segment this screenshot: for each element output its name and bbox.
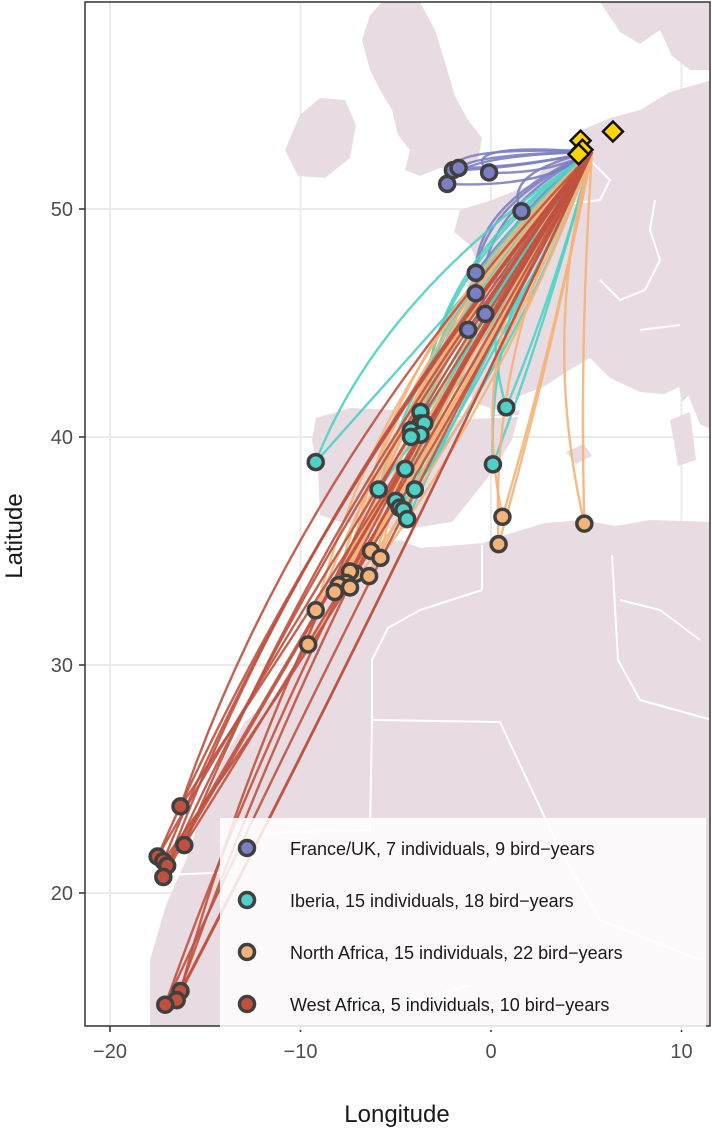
y-tick-label: 30 (51, 655, 73, 677)
breeding-site-point (601, 119, 625, 144)
wintering-site-point (458, 320, 478, 340)
legend-label: Iberia, 15 individuals, 18 bird−years (290, 891, 574, 911)
wintering-site-point (306, 601, 325, 620)
legend-label: West Africa, 5 individuals, 10 bird−year… (290, 995, 609, 1015)
land-sardinia (670, 412, 696, 466)
wintering-site-point (396, 459, 415, 479)
wintering-site-point (359, 566, 379, 586)
track-line (497, 151, 594, 545)
wintering-site-point (397, 509, 417, 529)
wintering-site-point (405, 480, 425, 499)
wintering-site-point (476, 304, 495, 324)
wintering-site-point (483, 455, 503, 474)
wintering-site-point (175, 835, 194, 855)
breeding-markers (566, 119, 625, 167)
site-markers (148, 158, 594, 1014)
wintering-site-point (489, 534, 508, 554)
wintering-site-point (512, 202, 531, 221)
wintering-site-point (466, 263, 486, 283)
x-tick-label: 0 (485, 1041, 496, 1063)
wintering-site-point (155, 995, 175, 1014)
legend-label: North Africa, 15 individuals, 22 bird−ye… (290, 943, 623, 963)
wintering-site-point (325, 582, 345, 602)
axes: −20 −10 0 10 20 30 40 50 (51, 199, 693, 1063)
x-tick-label: −10 (284, 1041, 318, 1063)
legend-box (220, 818, 706, 1030)
track-line (183, 151, 593, 846)
land-great-britain (362, 2, 482, 176)
legend: France/UK, 7 individuals, 9 bird−years Ib… (220, 818, 706, 1030)
y-tick-label: 20 (51, 883, 73, 905)
track-line (156, 151, 593, 858)
wintering-site-point (340, 578, 360, 597)
y-tick-label: 40 (51, 427, 73, 449)
wintering-site-point (493, 507, 512, 527)
x-tick-label: 10 (670, 1041, 692, 1063)
wintering-site-point (171, 797, 190, 816)
y-tick-label: 50 (51, 199, 73, 221)
land-scandinavia (600, 2, 710, 70)
track-line (179, 151, 593, 807)
legend-key (237, 838, 257, 858)
wintering-site-point (466, 284, 486, 303)
wintering-site-point (575, 514, 594, 533)
wintering-site-point (306, 452, 325, 472)
legend-key (237, 942, 257, 962)
legend-key (237, 890, 257, 910)
wintering-site-point (449, 158, 468, 178)
wintering-site-point (479, 163, 499, 182)
track-line (162, 151, 593, 878)
x-tick-label: −20 (93, 1041, 127, 1063)
land-corsica (676, 360, 692, 402)
track-line (166, 151, 593, 867)
track-line (581, 151, 594, 524)
x-axis-title: Longitude (344, 1101, 449, 1128)
wintering-site-point (154, 867, 173, 887)
wintering-site-point (298, 635, 318, 654)
legend-key (237, 994, 257, 1014)
track-line (162, 151, 594, 862)
track-line (379, 151, 594, 559)
legend-label: France/UK, 7 individuals, 9 bird−years (290, 839, 595, 859)
track-line (563, 151, 594, 524)
wintering-site-point (401, 427, 421, 447)
wintering-site-point (496, 398, 516, 417)
breeding-site-point (566, 142, 591, 167)
wintering-site-point (369, 480, 388, 499)
track-line (314, 151, 593, 463)
wintering-site-point (371, 548, 390, 568)
land-ireland (285, 98, 356, 178)
y-axis-title: Latitude (1, 493, 28, 578)
track-line (162, 151, 593, 878)
